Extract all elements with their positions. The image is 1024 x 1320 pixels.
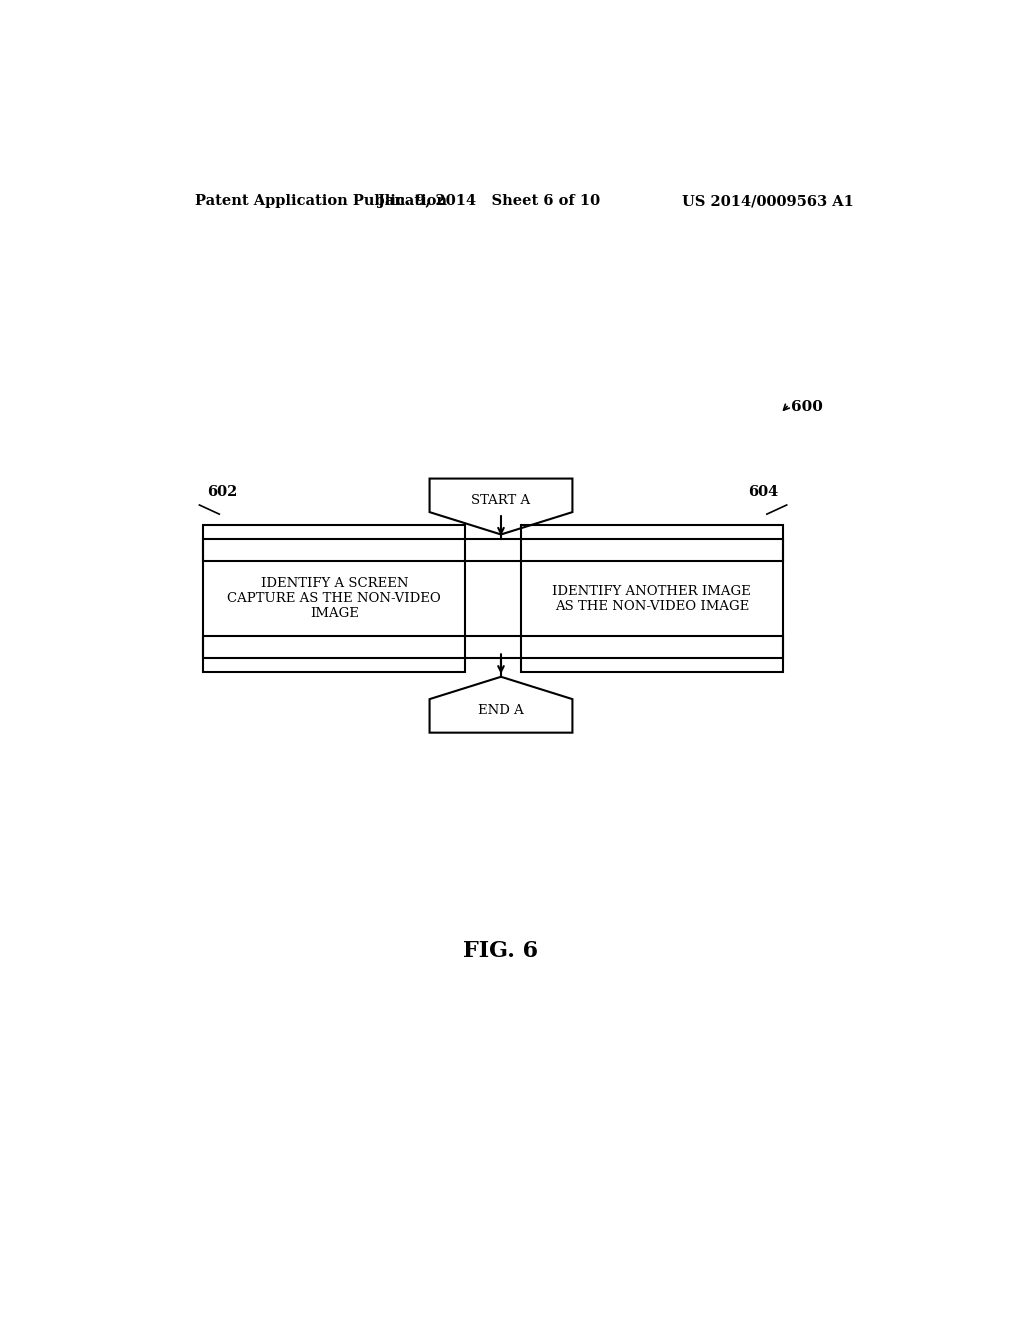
Text: 602: 602	[207, 484, 238, 499]
Text: FIG. 6: FIG. 6	[464, 940, 539, 962]
Text: IDENTIFY A SCREEN
CAPTURE AS THE NON-VIDEO
IMAGE: IDENTIFY A SCREEN CAPTURE AS THE NON-VID…	[227, 577, 441, 620]
Text: 600: 600	[791, 400, 822, 414]
Text: US 2014/0009563 A1: US 2014/0009563 A1	[682, 194, 854, 209]
Bar	[204, 539, 782, 561]
Text: END A: END A	[478, 704, 524, 717]
Text: START A: START A	[471, 495, 530, 507]
Text: 604: 604	[749, 484, 779, 499]
Text: Patent Application Publication: Patent Application Publication	[196, 194, 447, 209]
Bar	[521, 525, 782, 672]
Bar	[204, 525, 465, 672]
Bar	[204, 636, 782, 659]
Text: Jan. 9, 2014   Sheet 6 of 10: Jan. 9, 2014 Sheet 6 of 10	[378, 194, 600, 209]
Text: IDENTIFY ANOTHER IMAGE
AS THE NON-VIDEO IMAGE: IDENTIFY ANOTHER IMAGE AS THE NON-VIDEO …	[552, 585, 752, 612]
